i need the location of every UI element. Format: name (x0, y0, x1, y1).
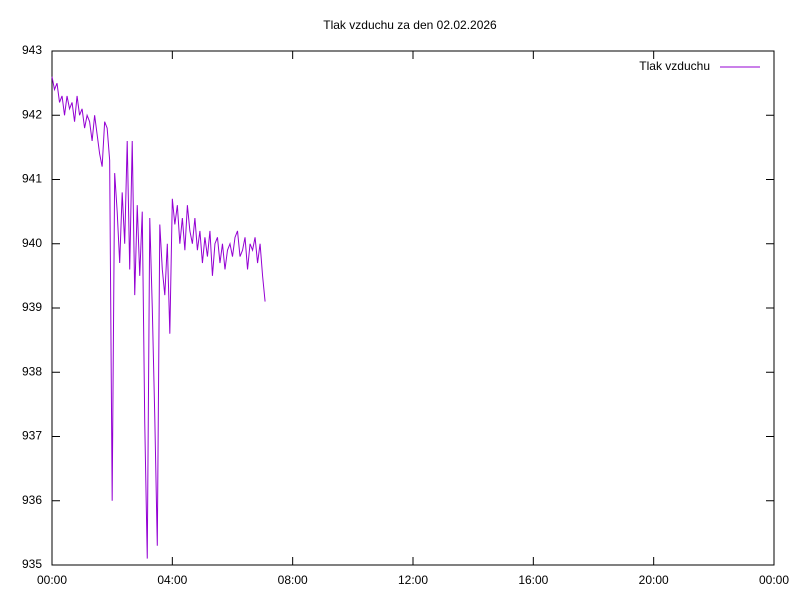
chart-title: Tlak vzduchu za den 02.02.2026 (323, 18, 497, 32)
y-tick-label: 941 (22, 172, 42, 186)
y-tick-label: 940 (22, 236, 42, 250)
y-tick-label: 943 (22, 43, 42, 57)
y-tick-label: 936 (22, 493, 42, 507)
x-tick-label: 20:00 (639, 573, 669, 587)
x-tick-label: 08:00 (278, 573, 308, 587)
y-tick-label: 937 (22, 429, 42, 443)
x-tick-label: 00:00 (37, 573, 67, 587)
y-tick-label: 938 (22, 364, 42, 378)
y-tick-label: 935 (22, 557, 42, 571)
legend-label: Tlak vzduchu (639, 59, 710, 73)
y-tick-label: 942 (22, 107, 42, 121)
y-tick-label: 939 (22, 300, 42, 314)
x-tick-label: 04:00 (157, 573, 187, 587)
data-line (51, 76, 266, 559)
x-tick-label: 12:00 (398, 573, 428, 587)
x-tick-label: 16:00 (518, 573, 548, 587)
x-tick-label: 00:00 (759, 573, 789, 587)
